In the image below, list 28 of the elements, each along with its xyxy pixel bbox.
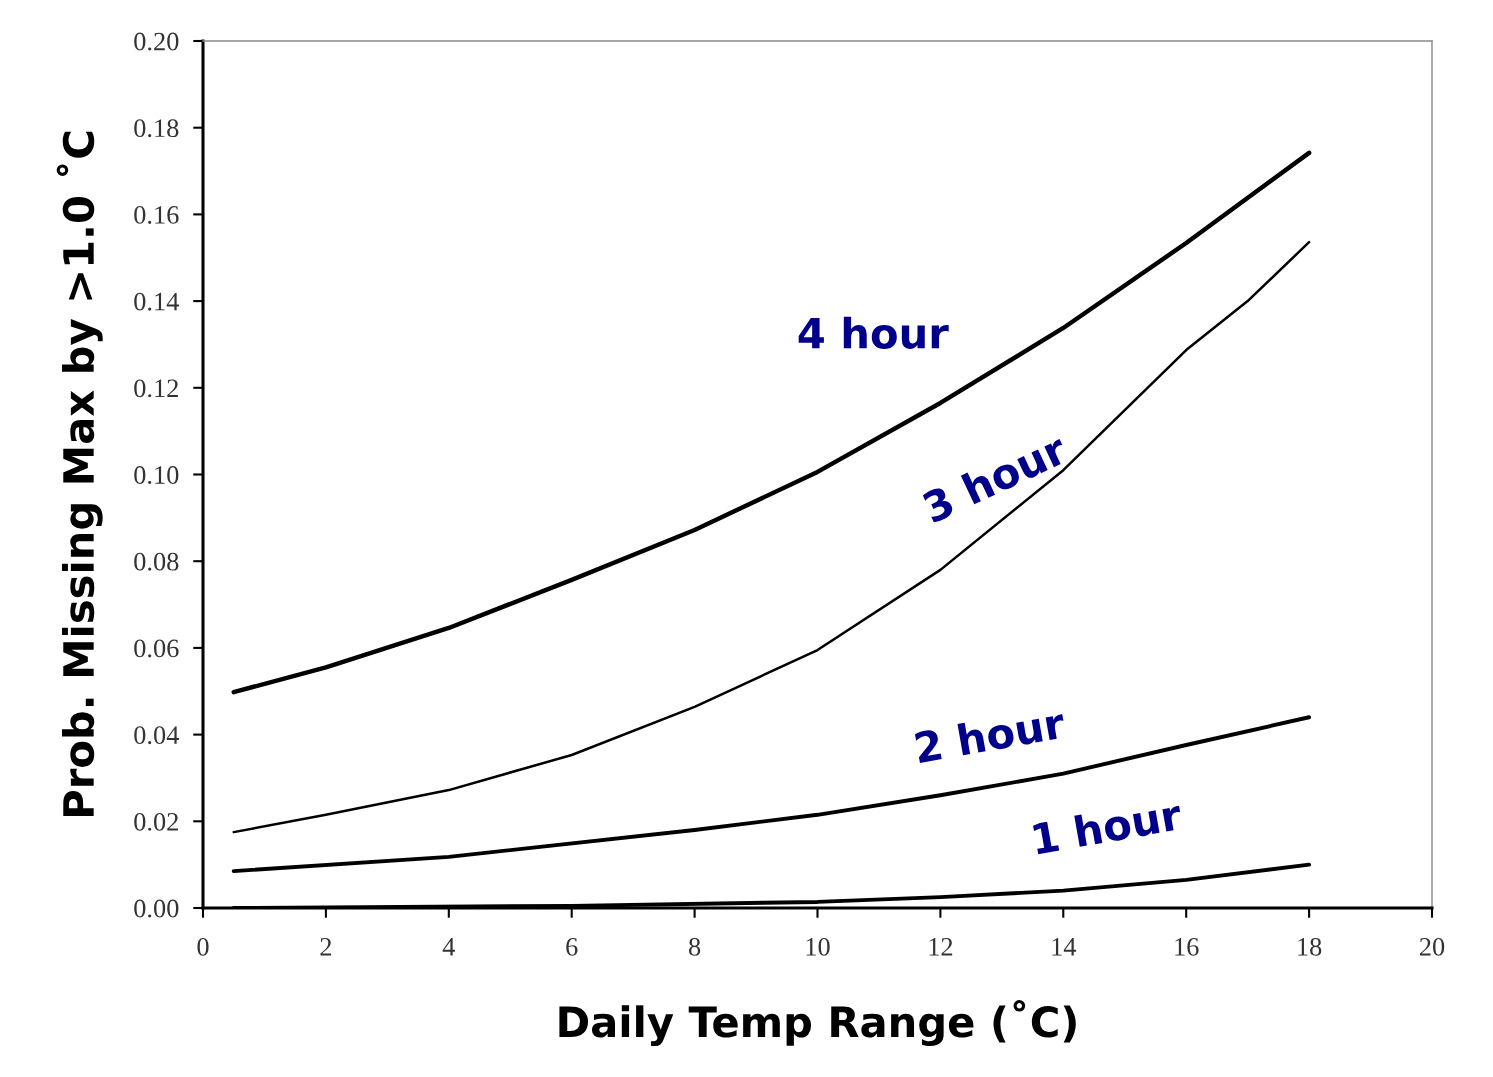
y-tick-label: 0.04 [134, 726, 179, 745]
y-tick-label: 0.02 [134, 812, 178, 831]
x-axis-title: Daily Temp Range (˚C) [559, 999, 1076, 1046]
y-tick-label: 0.10 [134, 466, 179, 485]
y-tick-label: 0.20 [134, 32, 179, 51]
y-axis-title: Prob. Missing Max by >1.0 ˚C [56, 131, 103, 816]
x-tick-label: 8 [689, 937, 701, 956]
text: 1 hour [1032, 797, 1184, 855]
y-tick-label: 0.00 [134, 899, 179, 918]
x-tick-label: 20 [1419, 937, 1445, 956]
text: 2 hour [914, 705, 1067, 764]
x-tick-label: 12 [929, 938, 953, 956]
x-tick-label: 16 [1175, 938, 1199, 956]
x-tick-label: 6 [566, 938, 578, 956]
x-tick-label: 18 [1298, 937, 1322, 956]
x-tick-label: 0 [197, 937, 209, 956]
x-tick-label: 4 [442, 938, 455, 956]
series-label: 4 hour [798, 316, 949, 349]
x-tick-label: 10 [806, 937, 830, 956]
y-tick-label: 0.14 [134, 292, 179, 311]
x-tick-label: 14 [1052, 938, 1077, 956]
y-tick-label: 0.06 [134, 639, 179, 658]
y-tick-label: 0.12 [134, 379, 178, 398]
y-tick-label: 0.16 [134, 206, 179, 224]
y-tick-label: 0.08 [134, 552, 179, 571]
text: 3 hour [920, 431, 1070, 524]
y-tick-label: 0.18 [134, 119, 179, 138]
x-tick-label: 2 [320, 938, 332, 956]
